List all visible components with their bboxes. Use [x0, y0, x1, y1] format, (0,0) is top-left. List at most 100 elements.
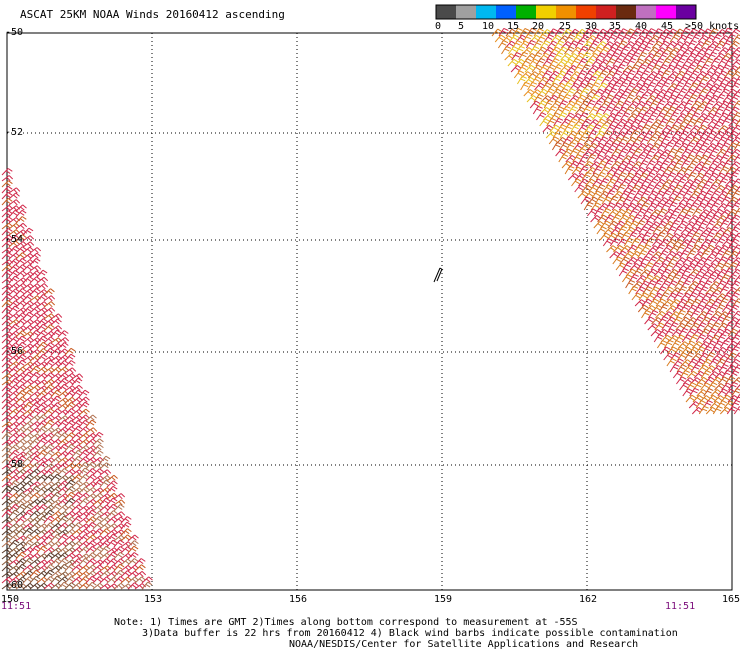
wind-barb — [719, 142, 731, 151]
wind-barb — [597, 214, 608, 223]
wind-barb — [22, 241, 35, 248]
wind-barb — [594, 130, 606, 139]
wind-barb — [564, 165, 575, 175]
wind-barb — [15, 209, 27, 218]
wind-barb — [605, 58, 616, 67]
wind-barb — [632, 213, 643, 223]
wind-barb — [50, 313, 63, 320]
wind-barb — [29, 492, 41, 500]
wind-barb — [658, 250, 669, 259]
wind-barb — [606, 46, 617, 55]
wind-barb — [50, 348, 62, 356]
wind-barb — [8, 534, 20, 542]
wind-barb — [1, 360, 13, 368]
wind-barb — [628, 75, 640, 85]
wind-barb — [22, 426, 34, 434]
wind-barb — [596, 41, 607, 49]
wind-barb — [29, 265, 42, 272]
wind-barb — [608, 208, 619, 217]
wind-barb — [15, 432, 27, 440]
wind-barb — [586, 75, 597, 85]
wind-barb — [686, 171, 697, 181]
wind-barb — [699, 209, 710, 217]
wind-barb — [714, 52, 726, 61]
wind-barb — [50, 503, 62, 512]
wind-barb — [679, 106, 691, 115]
legend-swatch — [476, 5, 497, 19]
wind-barb — [570, 58, 581, 67]
wind-barb — [1, 234, 13, 242]
wind-barb — [530, 89, 542, 97]
wind-barb — [78, 419, 90, 428]
lat-label: -50 — [5, 27, 24, 38]
wind-barb — [634, 100, 646, 109]
wind-barb — [652, 40, 663, 49]
wind-barb — [673, 291, 684, 301]
wind-barb — [626, 57, 637, 67]
wind-barb — [15, 396, 27, 404]
wind-barb — [711, 165, 722, 175]
wind-barb — [623, 118, 635, 127]
wind-barb — [57, 360, 69, 368]
wind-barb — [57, 426, 69, 434]
wind-barb — [591, 58, 603, 67]
wind-barb — [680, 159, 691, 169]
wind-barb — [703, 190, 714, 199]
wind-barb — [580, 196, 592, 205]
wind-barb — [29, 510, 41, 518]
wind-barb — [644, 316, 655, 325]
wind-barb — [127, 570, 139, 578]
wind-barb — [712, 87, 723, 97]
wind-barb — [667, 213, 677, 223]
wind-barb — [113, 539, 125, 548]
wind-barb — [706, 64, 718, 73]
wind-barb — [64, 390, 76, 398]
wind-barb — [555, 148, 566, 157]
wind-barb — [676, 34, 688, 43]
wind-barb — [22, 235, 35, 242]
wind-barb — [43, 372, 55, 380]
wind-barb — [590, 81, 601, 91]
wind-barb — [85, 461, 97, 470]
wind-barb — [589, 27, 600, 37]
wind-barb — [43, 450, 55, 458]
wind-barb — [1, 522, 13, 530]
wind-barb — [567, 53, 579, 61]
wind-barb — [595, 105, 606, 115]
wind-barb — [656, 153, 667, 163]
wind-barb — [43, 509, 55, 518]
wind-barb — [8, 444, 20, 452]
wind-barb — [669, 298, 681, 307]
wind-barb — [719, 153, 730, 163]
wind-barb — [36, 283, 49, 290]
wind-barb — [1, 389, 13, 398]
wind-barb — [22, 557, 34, 566]
wind-barb — [701, 358, 713, 367]
wind-barb — [657, 64, 668, 73]
wind-barb — [633, 190, 644, 199]
wind-barb — [598, 123, 609, 133]
wind-barb — [726, 88, 738, 97]
wind-barb — [717, 388, 728, 397]
wind-barb — [629, 196, 641, 205]
wind-barb — [671, 64, 683, 73]
wind-barb — [698, 352, 709, 361]
wind-barb — [547, 40, 558, 49]
wind-barb — [657, 274, 668, 283]
wind-barb — [638, 292, 649, 301]
wind-barb — [22, 384, 34, 392]
wind-barb — [723, 346, 734, 355]
wind-barb — [655, 112, 666, 121]
wind-barb — [666, 292, 678, 301]
wind-barb — [8, 240, 20, 248]
wind-barb — [599, 113, 611, 121]
wind-barb — [612, 123, 623, 133]
legend-label-30: 30 — [585, 21, 598, 32]
wind-barb — [36, 366, 48, 374]
wind-barb — [587, 208, 598, 217]
wind-barb — [85, 450, 97, 458]
wind-barb — [29, 522, 41, 530]
wind-barb — [698, 274, 710, 283]
wind-barb — [702, 345, 712, 355]
wind-barb — [730, 70, 740, 79]
